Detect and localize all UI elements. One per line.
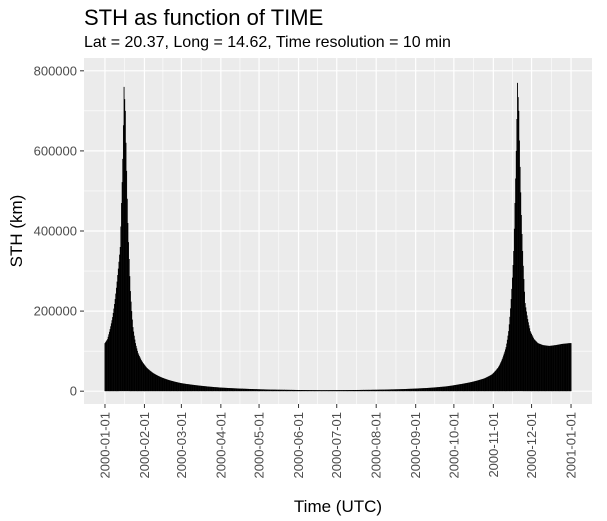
x-tick-label: 2000-04-01 [213, 412, 228, 479]
bars [104, 82, 572, 392]
chart-subtitle: Lat = 20.37, Long = 14.62, Time resoluti… [84, 34, 451, 51]
x-tick-label: 2000-10-01 [446, 412, 461, 479]
x-tick-label: 2000-12-01 [524, 412, 539, 479]
y-axis-title: STH (km) [7, 195, 26, 268]
x-tick-label: 2000-06-01 [291, 412, 306, 479]
x-tick-label: 2000-02-01 [137, 412, 152, 479]
x-tick-label: 2000-08-01 [369, 412, 384, 479]
y-axis: 0 200000 400000 600000 800000 [34, 63, 84, 399]
x-tick-label: 2000-07-01 [329, 412, 344, 479]
x-tick-label: 2000-01-01 [97, 412, 112, 479]
x-tick-label: 2000-09-01 [408, 412, 423, 479]
y-tick-label: 0 [70, 384, 77, 399]
chart-title: STH as function of TIME [84, 5, 324, 30]
x-tick-label: 2000-05-01 [252, 412, 267, 479]
y-tick-label: 200000 [34, 304, 77, 319]
y-tick-label: 400000 [34, 224, 77, 239]
x-tick-label: 2001-01-01 [564, 412, 579, 479]
x-axis: 2000-01-01 2000-02-01 2000-03-01 2000-04-01… [97, 404, 579, 479]
x-axis-title: Time (UTC) [294, 497, 382, 516]
x-tick-label: 2000-03-01 [174, 412, 189, 479]
y-tick-label: 800000 [34, 63, 77, 78]
x-tick-label: 2000-11-01 [486, 412, 501, 478]
y-tick-label: 600000 [34, 143, 77, 158]
